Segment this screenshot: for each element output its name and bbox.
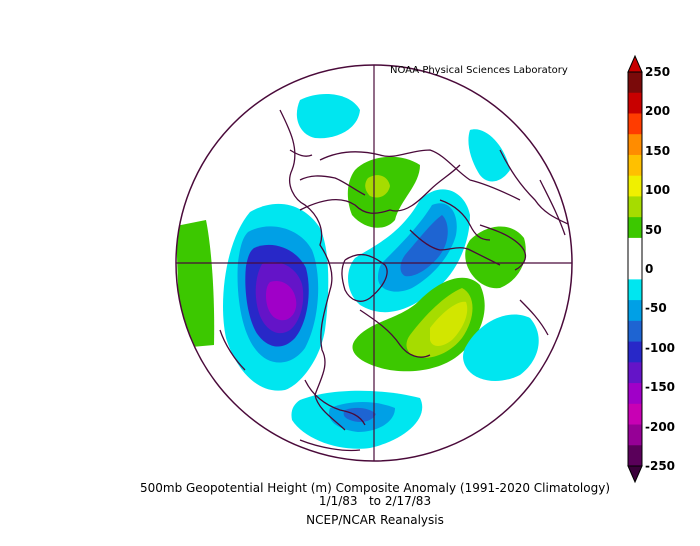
east-atlantic-negative: [463, 314, 539, 382]
colorbar-segment: [628, 217, 642, 239]
colorbar-segment: [628, 72, 642, 94]
colorbar-tick-label: -150: [645, 380, 676, 395]
colorbar-tick-label: 0: [645, 262, 654, 276]
colorbar-segment: [628, 237, 642, 260]
colorbar-tick-label: 50: [645, 222, 662, 237]
west-edge-positive: [176, 220, 215, 348]
colorbar-tick-label: 100: [645, 183, 671, 198]
colorbar-segment: [628, 341, 642, 363]
gulf-negative-150: [343, 407, 376, 422]
arctic-negative-150: [400, 215, 448, 277]
pacific-trough-250: [266, 280, 297, 321]
data-source: NCEP/NCAR Reanalysis: [306, 513, 444, 527]
colorbar-segment: [628, 196, 642, 218]
colorbar-tick-label: -50: [645, 301, 667, 316]
asia-negative: [296, 94, 360, 139]
coastlines: [219, 109, 571, 452]
colorbar-segment: [628, 175, 642, 197]
date-range: 1/1/83 to 2/17/83: [318, 494, 432, 508]
northeast-negative: [468, 129, 510, 182]
colorbar-segment: [628, 134, 642, 156]
colorbar-segment: [628, 154, 642, 177]
atlantic-ridge-150: [430, 301, 468, 346]
europe-positive: [465, 226, 526, 289]
siberia-positive-core: [365, 175, 390, 198]
colorbar-tick-label: 150: [645, 143, 671, 158]
colorbar-segment: [628, 113, 642, 135]
colorbar-segment: [628, 258, 642, 280]
colorbar-max-arrow: [627, 54, 643, 73]
figure-title: 500mb Geopotential Height (m) Composite …: [139, 481, 610, 495]
hemisphere-boundary: [175, 64, 573, 462]
colorbar-segment: [628, 403, 642, 426]
colorbar-tick-label: 250: [645, 65, 671, 79]
colorbar-segment: [628, 383, 642, 405]
colorbar-segment: [628, 445, 642, 467]
colorbar-segment: [628, 92, 642, 114]
colorbar: [627, 54, 643, 484]
anomaly-shading: [176, 94, 539, 449]
colorbar-segment: [628, 300, 642, 322]
colorbar-tick-label: -250: [645, 459, 676, 473]
credit-label: NOAA Physical Sciences Laboratory: [390, 65, 568, 76]
colorbar-min-arrow: [627, 465, 643, 484]
colorbar-segment: [628, 320, 642, 343]
colorbar-tick-label: -200: [645, 419, 676, 434]
colorbar-segment: [628, 424, 642, 446]
colorbar-segment: [628, 362, 642, 384]
colorbar-tick-label: -100: [645, 340, 676, 355]
colorbar-tick-label: 200: [645, 104, 671, 119]
colorbar-segment: [628, 279, 642, 301]
